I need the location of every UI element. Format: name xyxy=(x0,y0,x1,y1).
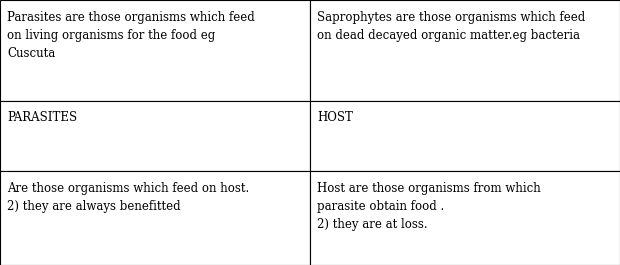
Bar xyxy=(310,171,620,265)
Text: Are those organisms which feed on host.
2) they are always benefitted: Are those organisms which feed on host. … xyxy=(7,182,250,213)
Bar xyxy=(0,0,310,101)
Text: Saprophytes are those organisms which feed
on dead decayed organic matter.eg bac: Saprophytes are those organisms which fe… xyxy=(317,11,586,42)
Text: Host are those organisms from which
parasite obtain food .
2) they are at loss.: Host are those organisms from which para… xyxy=(317,182,541,231)
Bar xyxy=(310,0,620,101)
Text: PARASITES: PARASITES xyxy=(7,111,78,124)
Text: Parasites are those organisms which feed
on living organisms for the food eg
Cus: Parasites are those organisms which feed… xyxy=(7,11,255,60)
Bar xyxy=(0,171,310,265)
Bar xyxy=(310,101,620,171)
Bar xyxy=(0,101,310,171)
Text: HOST: HOST xyxy=(317,111,353,124)
